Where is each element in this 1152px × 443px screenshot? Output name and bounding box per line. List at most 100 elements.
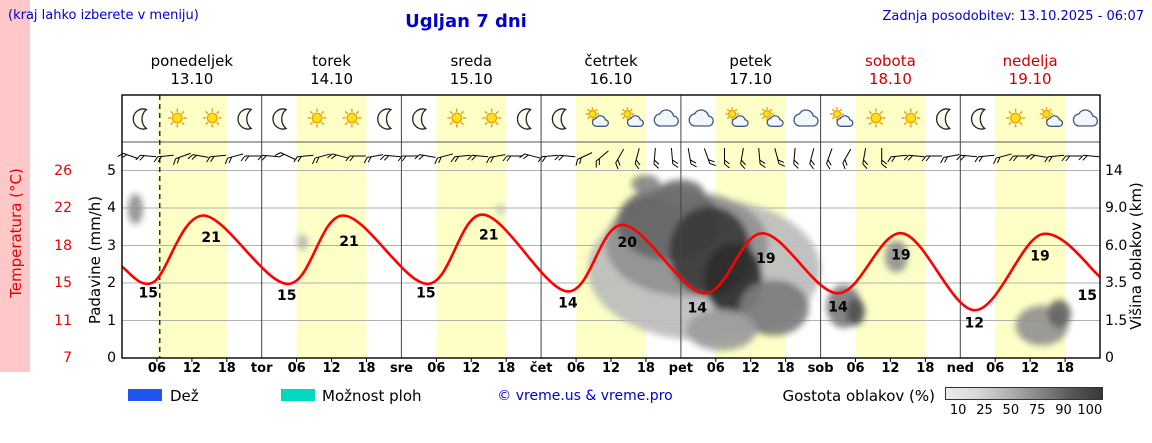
cloud-tick: 9.0	[1105, 200, 1128, 216]
cloud-blob	[496, 204, 505, 215]
wind-barb	[809, 148, 815, 170]
wind-barb	[135, 154, 157, 161]
temperature-value: 15	[138, 285, 157, 301]
wind-barb	[1025, 154, 1047, 160]
temperature-value: 15	[1077, 288, 1096, 304]
wind-barb	[379, 154, 401, 161]
cloud-icon	[591, 115, 609, 127]
x-day-label: pet	[668, 361, 694, 376]
wind-barb	[993, 153, 1012, 165]
x-hour-label: 12	[462, 361, 481, 376]
temperature-value: 19	[756, 251, 775, 267]
day-header: petek 17.10	[681, 52, 821, 88]
day-band	[855, 95, 926, 358]
wind-barb	[224, 153, 244, 165]
temperature-value: 14	[828, 299, 848, 315]
sun-cloud-icon	[620, 107, 644, 127]
wind-barb	[274, 152, 296, 160]
cloud-blob	[739, 280, 809, 336]
day-name: četrtek	[584, 52, 638, 70]
wind-barb	[519, 153, 541, 160]
x-hour-label: 12	[741, 361, 760, 376]
wind-barb	[687, 148, 697, 168]
wind-barb	[502, 155, 523, 162]
wind-barb	[615, 148, 625, 170]
day-date: 17.10	[729, 70, 773, 88]
precip-tick: 5	[107, 162, 116, 179]
day-date: 13.10	[170, 70, 214, 88]
x-day-label: sre	[389, 361, 413, 376]
wind-barb	[653, 147, 660, 169]
x-hour-label: 12	[1021, 361, 1040, 376]
precip-tick: 2	[107, 275, 116, 291]
wind-barb	[1044, 154, 1065, 163]
wind-barb	[595, 150, 609, 168]
x-hour-label: 18	[357, 361, 376, 376]
wind-barb	[293, 154, 314, 163]
cloud-density-gradient	[945, 387, 1103, 400]
cloud-tick: 3.5	[1105, 275, 1128, 291]
wind-barb	[467, 154, 489, 161]
rain-legend-swatch	[128, 389, 162, 401]
day-date: 15.10	[449, 70, 493, 88]
wind-barb	[670, 147, 679, 168]
rain-legend-label: Dež	[170, 387, 199, 405]
red-tick: 22	[54, 200, 72, 216]
wind-barb	[903, 154, 925, 161]
temperature-curve	[122, 213, 1100, 312]
temperature-value: 15	[277, 288, 296, 304]
sun-icon	[482, 108, 502, 128]
cloud-density-value: 50	[1002, 403, 1020, 418]
cloud-blob	[127, 193, 143, 225]
wind-barb	[575, 152, 593, 166]
wind-barb	[327, 153, 349, 160]
sun-cloud-icon	[585, 107, 609, 127]
day-date: 18.10	[868, 70, 912, 88]
cloud-icon	[731, 115, 749, 127]
sun-icon	[866, 108, 886, 128]
moon-icon	[237, 108, 253, 130]
cloud-tick: 1.5	[1105, 312, 1128, 329]
temperature-value: 15	[416, 285, 435, 301]
cloud-icon	[836, 115, 854, 127]
location-hint: (kraj lahko izberete v meniju)	[8, 8, 199, 23]
x-day-label: čet	[529, 361, 553, 376]
wind-barb	[173, 152, 191, 165]
cloud-icon	[626, 115, 644, 127]
wind-barb	[1078, 154, 1100, 161]
day-date: 14.10	[310, 70, 354, 88]
cloud-tick: 6.0	[1105, 237, 1128, 254]
sun-cloud-icon	[1039, 107, 1064, 127]
temperature-axis-strip	[0, 0, 30, 372]
day-name: sreda	[450, 52, 493, 70]
sun-icon	[725, 107, 739, 121]
x-hour-label: 12	[182, 361, 201, 376]
sun-icon	[342, 108, 362, 128]
day-header: sobota 18.10	[821, 52, 961, 88]
last-update: Zadnja posodobitev: 13.10.2025 - 06:07	[882, 9, 1144, 24]
x-hour-label: 06	[986, 361, 1005, 376]
wind-barb	[363, 154, 384, 164]
day-header: četrtek 16.10	[541, 52, 681, 88]
wind-barb	[921, 155, 943, 162]
wind-barb	[940, 154, 960, 164]
temperature-value: 21	[479, 227, 498, 243]
wind-barb	[956, 154, 978, 161]
wind-barb	[537, 154, 558, 163]
wind-barb	[740, 148, 746, 170]
sun-cloud-icon	[830, 107, 854, 127]
showers-legend-label: Možnost ploh	[322, 387, 422, 405]
sun-icon	[901, 108, 921, 128]
moon-icon	[377, 108, 393, 130]
x-hour-label: 12	[601, 361, 621, 376]
wind-barb	[187, 154, 209, 160]
day-header: sreda 15.10	[401, 52, 541, 88]
cloud-icon	[653, 109, 679, 127]
copyright-link[interactable]: © vreme.us & vreme.pro	[497, 388, 673, 404]
wind-barb	[793, 147, 800, 169]
sun-cloud-icon	[760, 107, 784, 127]
day-name: ponedeljek	[150, 52, 234, 70]
cloud-density-value: 25	[976, 403, 993, 418]
wind-barb	[312, 153, 331, 165]
